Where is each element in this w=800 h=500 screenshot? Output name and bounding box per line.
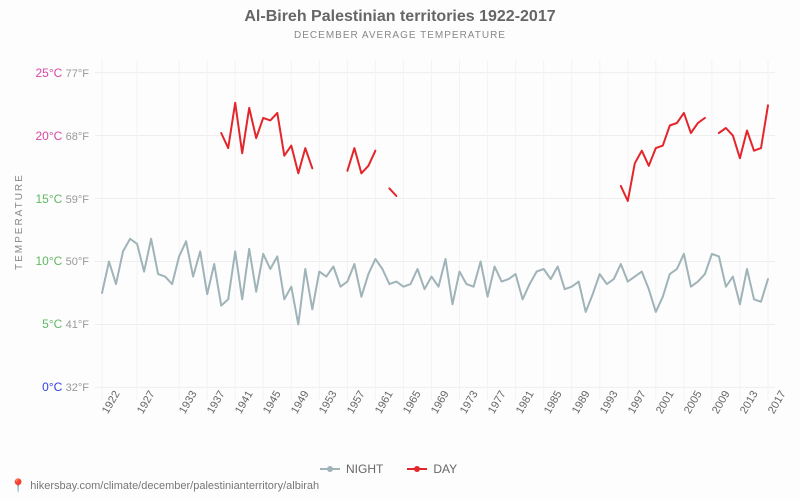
- y-tick-label: 0°C 32°F: [19, 380, 89, 394]
- legend-swatch-day: [407, 468, 427, 470]
- y-tick-label: 15°C 59°F: [19, 192, 89, 206]
- y-tick-label: 10°C 50°F: [19, 254, 89, 268]
- chart-container: Al-Bireh Palestinian territories 1922-20…: [0, 0, 800, 500]
- y-tick-label: 20°C 68°F: [19, 129, 89, 143]
- source-link[interactable]: hikersbay.com/climate/december/palestini…: [30, 480, 319, 492]
- legend: NIGHT DAY: [320, 462, 457, 476]
- chart-subtitle: DECEMBER AVERAGE TEMPERATURE: [0, 30, 800, 41]
- legend-item-night: NIGHT: [320, 462, 383, 476]
- y-tick-label: 5°C 41°F: [19, 317, 89, 331]
- legend-label-night: NIGHT: [346, 462, 383, 476]
- legend-swatch-night: [320, 468, 340, 470]
- plot-area: [95, 60, 775, 400]
- pin-icon: 📍: [10, 478, 26, 494]
- footer: 📍 hikersbay.com/climate/december/palesti…: [10, 478, 319, 494]
- legend-label-day: DAY: [433, 462, 457, 476]
- chart-title: Al-Bireh Palestinian territories 1922-20…: [0, 8, 800, 26]
- legend-item-day: DAY: [407, 462, 457, 476]
- y-tick-label: 25°C 77°F: [19, 66, 89, 80]
